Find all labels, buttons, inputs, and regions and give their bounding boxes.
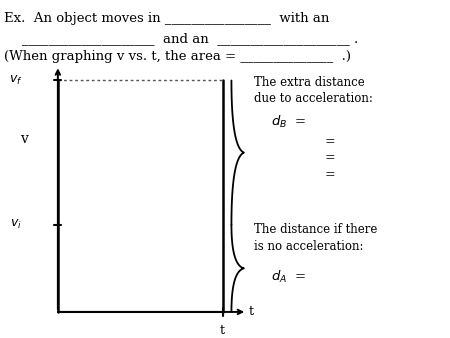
Text: ____________________  and an  ____________________ .: ____________________ and an ____________… — [22, 32, 359, 45]
Text: The distance if there: The distance if there — [254, 223, 377, 236]
Text: $d_B$  =: $d_B$ = — [271, 114, 306, 130]
Text: $v_i$: $v_i$ — [10, 218, 22, 231]
Text: t: t — [220, 324, 225, 337]
Text: =: = — [325, 168, 336, 181]
Text: =: = — [325, 135, 336, 148]
Text: $d_A$  =: $d_A$ = — [271, 269, 306, 285]
Text: due to acceleration:: due to acceleration: — [254, 93, 373, 105]
Text: is no acceleration:: is no acceleration: — [254, 240, 363, 253]
Text: v: v — [21, 132, 28, 146]
Text: $v_f$: $v_f$ — [9, 74, 22, 87]
Text: =: = — [325, 151, 336, 164]
Text: The extra distance: The extra distance — [254, 76, 364, 89]
Text: (When graphing v vs. t, the area = ______________  .): (When graphing v vs. t, the area = _____… — [4, 50, 351, 63]
Text: Ex.  An object moves in ________________  with an: Ex. An object moves in ________________ … — [4, 12, 330, 25]
Text: t: t — [249, 306, 254, 318]
